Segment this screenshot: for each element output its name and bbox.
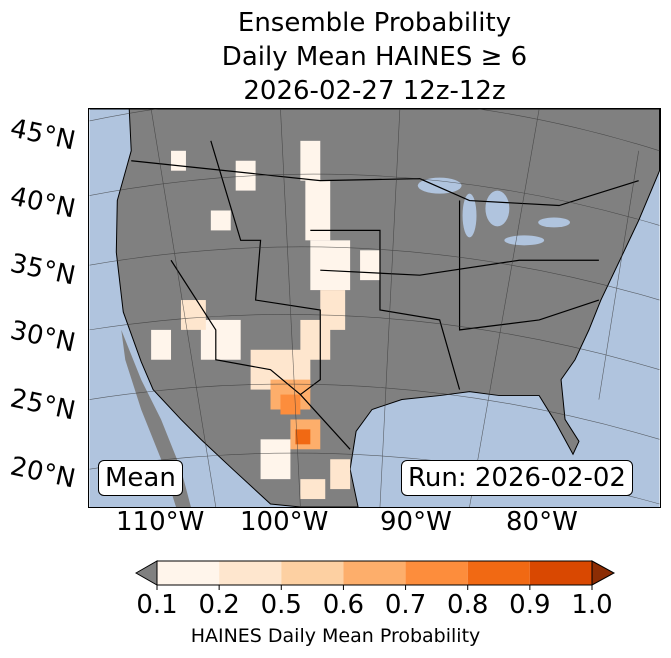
- map-panel: [88, 96, 661, 508]
- probability-cell: [210, 210, 231, 231]
- lat-label-25: 25°N: [7, 383, 78, 427]
- lat-label-30: 30°N: [7, 315, 78, 359]
- lat-label-40: 40°N: [7, 181, 78, 225]
- lon-label-90: 90°W: [380, 507, 452, 537]
- probability-cell: [280, 394, 301, 415]
- colorbar-tick-label: 0.9: [509, 590, 551, 620]
- colorbar-tick-label: 0.8: [447, 590, 489, 620]
- probability-cell: [300, 479, 326, 500]
- land: [89, 108, 661, 508]
- colorbar-segment: [157, 561, 220, 585]
- colorbar-tick-label: 1.0: [571, 590, 613, 620]
- probability-patches: [151, 140, 380, 500]
- colorbar-outline: [156, 560, 593, 586]
- mean-label: Mean: [98, 460, 183, 496]
- great-lakes: [417, 177, 571, 246]
- title-line-3: 2026-02-27 12z-12z: [243, 76, 506, 106]
- colorbar-segment: [281, 561, 344, 585]
- run-label: Run: 2026-02-02: [401, 460, 633, 496]
- colorbar-under-arrow: [134, 560, 158, 586]
- colorbar-segment: [343, 561, 406, 585]
- lon-label-100: 100°W: [240, 507, 329, 537]
- lat-label-45: 45°N: [7, 113, 78, 157]
- probability-cell: [310, 240, 351, 291]
- probability-cell: [235, 160, 256, 191]
- lat-label-35: 35°N: [7, 248, 78, 292]
- colorbar: [134, 560, 616, 590]
- colorbar-over-arrow: [591, 560, 616, 586]
- probability-cell: [330, 459, 351, 490]
- title-line-1: Ensemble Probability: [237, 8, 512, 38]
- borders: [131, 140, 639, 450]
- colorbar-segment: [405, 561, 468, 585]
- probability-cell: [295, 429, 311, 445]
- probability-cell: [300, 140, 321, 181]
- map-canvas: [89, 96, 661, 508]
- probability-cell: [260, 439, 291, 480]
- title-line-2: Daily Mean HAINES ≥ 6: [221, 42, 528, 72]
- colorbar-segment: [219, 561, 282, 585]
- probability-cell: [200, 319, 241, 360]
- probability-cell: [171, 150, 186, 171]
- colorbar-tick-label: 0.5: [260, 590, 302, 620]
- colorbar-segment: [467, 561, 530, 585]
- probability-cell: [151, 329, 172, 360]
- colorbar-tick-label: 0.7: [384, 590, 427, 620]
- probability-cell: [180, 300, 206, 330]
- lon-label-110: 110°W: [116, 507, 205, 537]
- colorbar-tick-label: 0.6: [322, 590, 365, 620]
- colorbar-tick-label: 0.2: [198, 590, 240, 620]
- probability-cell: [360, 250, 380, 281]
- colorbar-tick-label: 0.1: [136, 590, 178, 620]
- probability-cell: [305, 180, 331, 241]
- lat-label-20: 20°N: [7, 451, 78, 495]
- lon-label-80: 80°W: [506, 507, 578, 537]
- colorbar-title: HAINES Daily Mean Probability: [190, 625, 481, 647]
- colorbar-segment: [529, 561, 592, 585]
